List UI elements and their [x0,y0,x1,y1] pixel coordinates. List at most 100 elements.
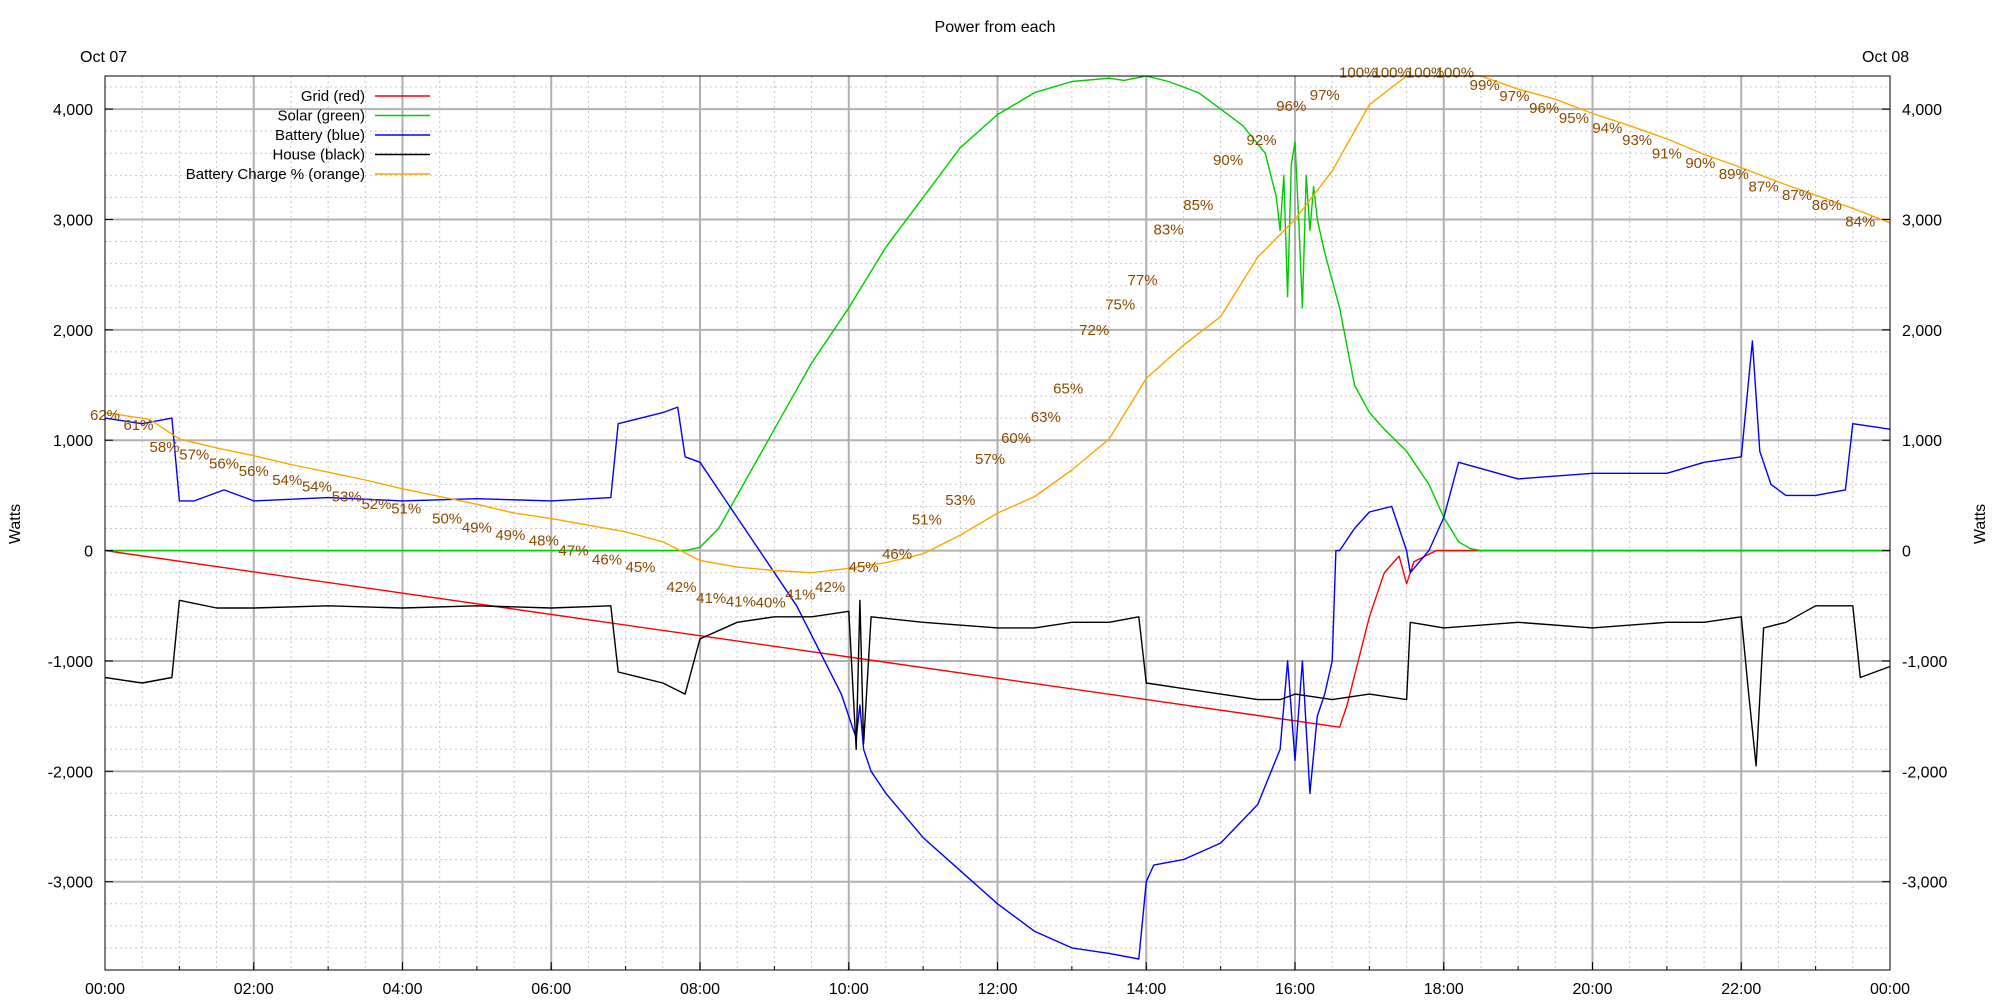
battery-percent-label: 47% [559,543,589,560]
y-axis-label-left: Watts [7,504,24,544]
y2-tick-label: 4,000 [1902,102,1942,119]
major-grid [105,76,1890,970]
y-tick-label: 4,000 [53,102,93,119]
battery-percent-label: 42% [815,579,845,596]
battery-percent-label: 87% [1782,187,1812,204]
legend-label: Grid (red) [301,88,365,105]
axis-ticks: 00:00 02:00 04:00 06:00 08:00 10:00 12:00 14:00… [48,102,1948,998]
battery-percent-label: 54% [302,479,332,496]
battery-percent-label: 41% [696,590,726,607]
x-tick-label: 08:00 [680,981,720,998]
y2-tick-label: 2,000 [1902,323,1942,340]
battery-percent-label: 100% [1373,65,1411,82]
battery-percent-label: 49% [495,527,525,544]
series-line-house-black [104,599,1891,767]
x-tick-label: 14:00 [1126,981,1166,998]
battery-percent-label: 48% [529,533,559,550]
legend: Grid (red) Solar (green) Battery (blue) Hou… [186,88,430,183]
y-tick-label: -3,000 [48,875,93,892]
battery-percent-label: 51% [912,512,942,529]
y2-tick-label: -2,000 [1902,764,1947,781]
series-line-battery-charge-orange [104,75,1891,574]
y-tick-label: 2,000 [53,323,93,340]
battery-percent-label: 95% [1559,110,1589,127]
battery-percent-label: 91% [1652,145,1682,162]
battery-percent-label: 54% [272,472,302,489]
battery-percent-label: 52% [361,496,391,513]
battery-percent-label: 40% [756,594,786,611]
battery-percent-label: 46% [592,551,622,568]
battery-percent-label: 85% [1183,197,1213,214]
battery-percent-label: 46% [882,546,912,563]
battery-percent-label: 94% [1592,120,1622,137]
battery-percent-label: 56% [209,455,239,472]
date-left-label: Oct 07 [80,49,127,66]
x-tick-label: 16:00 [1275,981,1315,998]
x-tick-label: 18:00 [1424,981,1464,998]
battery-percent-label: 41% [785,587,815,604]
x-tick-label: 04:00 [382,981,422,998]
battery-percent-label: 57% [975,451,1005,468]
battery-percent-label: 58% [149,439,179,456]
x-tick-label: 02:00 [234,981,274,998]
battery-percent-label: 77% [1128,272,1158,289]
battery-percent-label: 84% [1845,214,1875,231]
battery-percent-label: 97% [1499,88,1529,105]
battery-percent-label: 90% [1685,155,1715,172]
minor-grid [105,76,1890,971]
battery-percent-label: 50% [432,511,462,528]
y-axis-label-right: Watts [1972,504,1989,544]
battery-percent-label: 90% [1213,152,1243,169]
battery-percent-label: 72% [1079,322,1109,339]
battery-percent-label: 87% [1749,178,1779,195]
y2-tick-label: 3,000 [1902,212,1942,229]
battery-percent-label: 65% [1053,380,1083,397]
battery-percent-label: 49% [462,519,492,536]
x-tick-label: 10:00 [829,981,869,998]
x-tick-label: 22:00 [1721,981,1761,998]
percent-labels: 62%61%58% 57%56% 56%54% 54%53% 52% 51%50%49% 4… [90,65,1875,612]
series-line-battery-blue [104,340,1891,960]
battery-percent-label: 100% [1406,65,1444,82]
y-tick-label: -1,000 [48,654,93,671]
battery-percent-label: 97% [1310,87,1340,104]
series-line-solar-green [105,75,1890,552]
series-layer [104,75,1891,960]
series-line-grid-red [104,549,1890,728]
legend-label: House (black) [272,147,365,164]
x-tick-label: 00:00 [1870,981,1910,998]
x-tick-label: 12:00 [977,981,1017,998]
legend-label: Battery (blue) [275,127,365,144]
battery-percent-label: 42% [666,579,696,596]
battery-percent-label: 57% [179,447,209,464]
y2-tick-label: -1,000 [1902,654,1947,671]
battery-percent-label: 100% [1436,65,1474,82]
battery-percent-label: 53% [945,492,975,509]
battery-percent-label: 41% [726,593,756,610]
legend-label: Battery Charge % (orange) [186,166,365,183]
battery-percent-label: 96% [1529,100,1559,117]
y2-tick-label: 0 [1902,544,1911,561]
battery-percent-label: 51% [391,501,421,518]
battery-percent-label: 45% [849,559,879,576]
chart-title: Power from each [935,19,1056,36]
x-tick-label: 06:00 [531,981,571,998]
y2-tick-label: -3,000 [1902,875,1947,892]
y-tick-label: 0 [84,544,93,561]
battery-percent-label: 56% [239,463,269,480]
battery-percent-label: 93% [1622,132,1652,149]
y-tick-label: 1,000 [53,433,93,450]
battery-percent-label: 92% [1247,132,1277,149]
y2-tick-label: 1,000 [1902,433,1942,450]
battery-percent-label: 75% [1105,296,1135,313]
battery-percent-label: 60% [1001,430,1031,447]
y-tick-label: 3,000 [53,212,93,229]
date-right-label: Oct 08 [1862,49,1909,66]
battery-percent-label: 96% [1276,98,1306,115]
battery-percent-label: 61% [123,417,153,434]
battery-percent-label: 89% [1719,166,1749,183]
battery-percent-label: 99% [1470,77,1500,94]
battery-percent-label: 53% [332,489,362,506]
